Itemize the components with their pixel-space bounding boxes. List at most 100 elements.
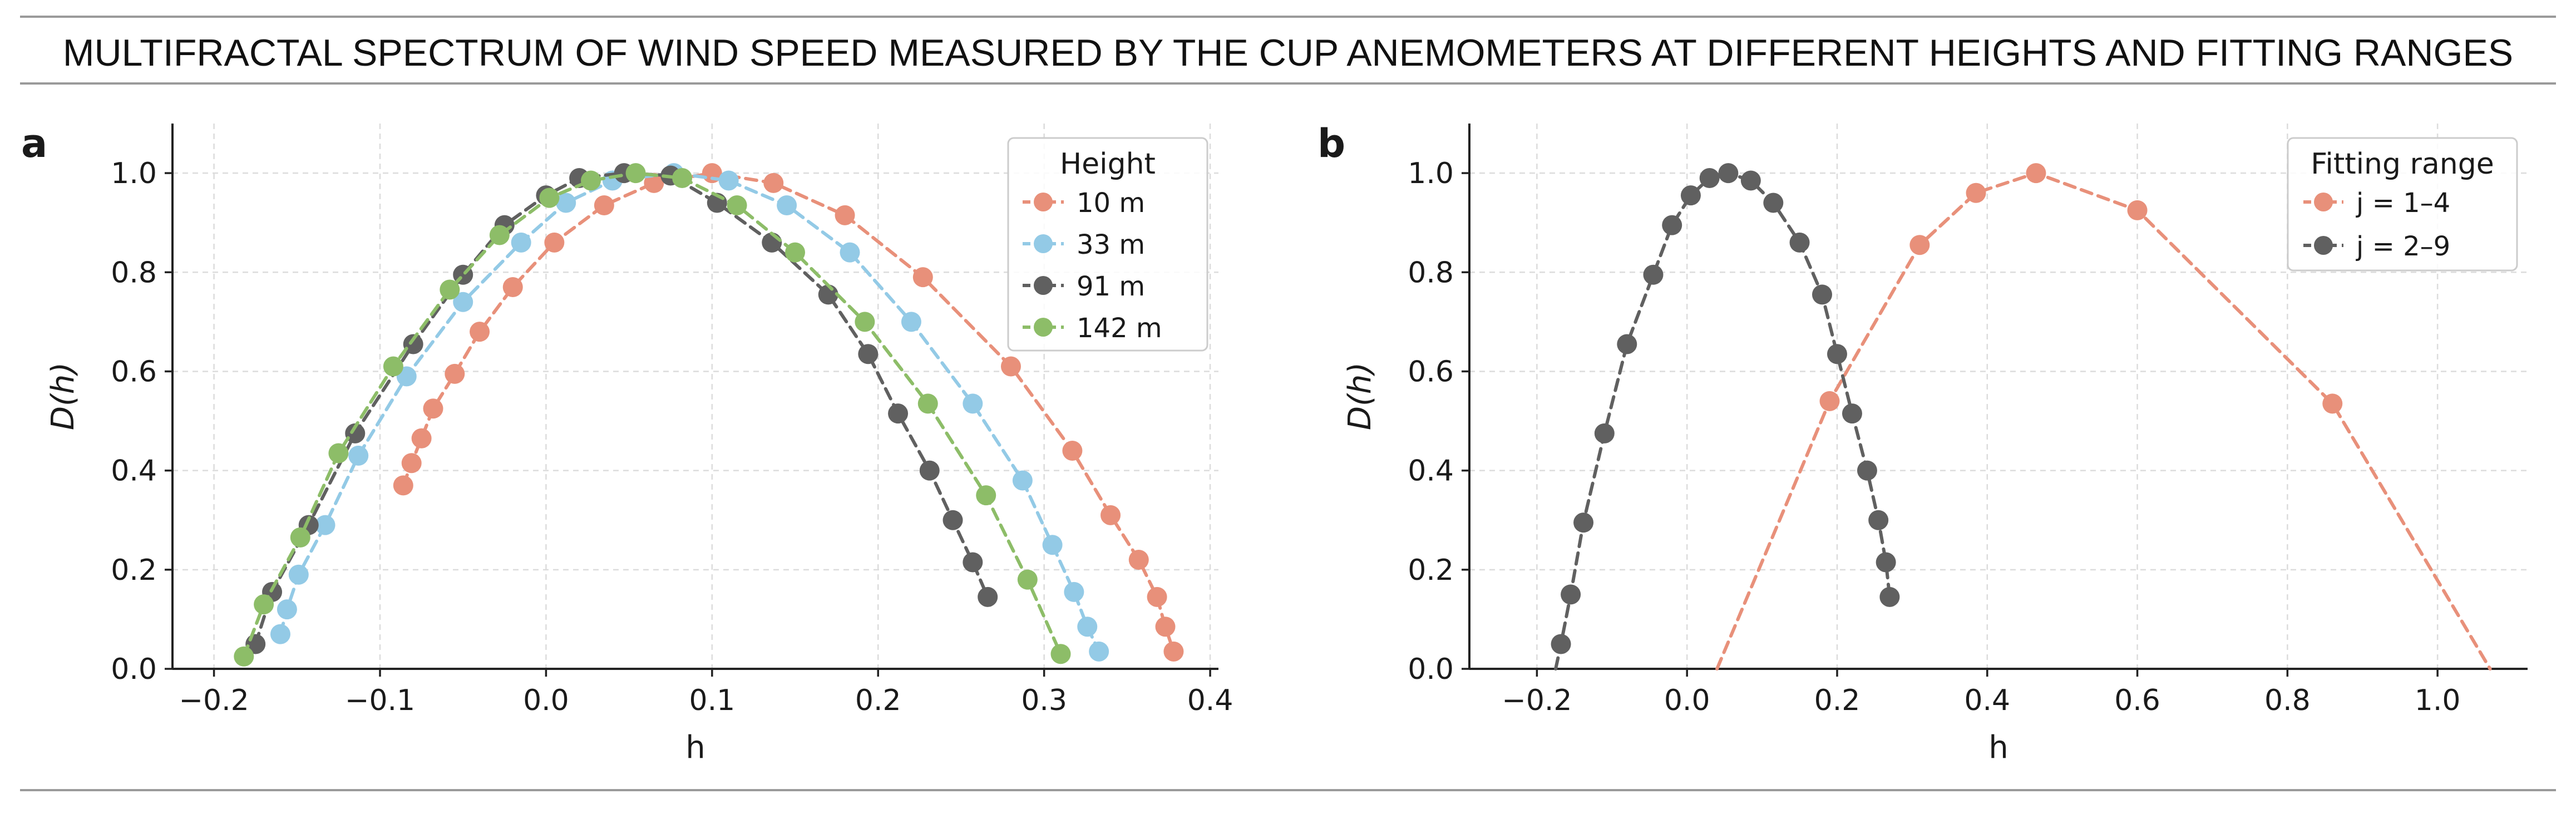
data-point — [835, 205, 855, 225]
legend-marker — [1034, 193, 1053, 211]
y-tick-label: 0.8 — [111, 256, 157, 289]
data-point — [539, 188, 560, 208]
x-tick-label: 0.8 — [2264, 684, 2311, 717]
legend: Fitting range j = 1–4 j = 2–9 — [2287, 137, 2518, 272]
data-point — [2026, 163, 2046, 184]
data-point — [1909, 235, 1930, 255]
x-tick-label: 0.4 — [1964, 684, 2010, 717]
legend-label: 91 m — [1077, 271, 1145, 302]
data-point — [1876, 552, 1896, 573]
data-point — [858, 344, 879, 364]
x-tick-label: 0.2 — [855, 684, 901, 717]
data-point — [978, 586, 998, 607]
data-point — [840, 242, 860, 263]
data-point — [453, 292, 473, 312]
data-point — [502, 277, 523, 297]
y-tick-label: 0.8 — [1408, 256, 1454, 289]
data-point — [290, 527, 310, 548]
data-point — [963, 393, 983, 414]
y-axis-label: D(h) — [1342, 362, 1378, 430]
data-point — [644, 172, 664, 193]
data-point — [625, 163, 646, 184]
data-point — [1064, 581, 1084, 602]
legend-label: 142 m — [1077, 313, 1162, 344]
data-point — [445, 363, 465, 384]
data-point — [2127, 200, 2148, 220]
series-line — [1554, 171, 1892, 671]
x-axis-label: h — [1988, 729, 2009, 766]
data-point — [511, 232, 531, 253]
data-point — [393, 475, 413, 496]
data-point — [901, 312, 921, 332]
data-point — [594, 195, 614, 215]
data-point — [718, 170, 739, 191]
data-point — [411, 428, 432, 448]
data-point — [1128, 550, 1149, 570]
data-point — [1763, 193, 1784, 213]
legend-entry: 91 m — [1023, 271, 1145, 302]
data-point — [763, 172, 784, 193]
legend-marker — [1034, 276, 1053, 295]
data-point — [1147, 586, 1167, 607]
data-point — [1042, 535, 1063, 555]
data-point — [544, 232, 565, 253]
series-10-m — [393, 163, 1184, 662]
data-point — [383, 356, 403, 377]
y-tick-label: 0.0 — [1408, 653, 1454, 686]
x-tick-label: 0.2 — [1814, 684, 1861, 717]
x-tick-label: 0.6 — [2114, 684, 2160, 717]
data-point — [1573, 512, 1594, 533]
data-point — [1155, 617, 1176, 637]
series-j-1-4 — [1715, 163, 2492, 671]
data-point — [1012, 470, 1033, 491]
data-point — [328, 443, 349, 464]
data-point — [976, 485, 996, 506]
panel-label: a — [21, 121, 47, 166]
y-tick-label: 1.0 — [1408, 157, 1454, 190]
x-tick-label: 0.4 — [1187, 684, 1233, 717]
data-point — [403, 334, 423, 354]
legend-entry: j = 2–9 — [2303, 231, 2450, 262]
data-point — [919, 460, 940, 481]
data-point — [1050, 644, 1071, 664]
data-point — [1643, 264, 1664, 285]
data-point — [1879, 586, 1900, 607]
data-point — [1718, 163, 1739, 184]
y-tick-label: 1.0 — [111, 157, 157, 190]
x-tick-label: −0.2 — [1502, 684, 1572, 717]
data-point — [234, 646, 254, 667]
data-point — [785, 242, 806, 263]
data-point — [1617, 334, 1637, 354]
data-point — [1868, 510, 1889, 530]
data-point — [1089, 641, 1109, 662]
data-point — [315, 515, 335, 535]
data-point — [1857, 460, 1877, 481]
legend-marker — [1034, 234, 1053, 253]
data-point — [348, 445, 369, 466]
data-point — [270, 624, 290, 644]
series-91-m — [245, 163, 998, 654]
data-point — [1594, 423, 1615, 443]
data-point — [727, 195, 747, 215]
data-point — [1062, 441, 1083, 461]
data-point — [1827, 344, 1847, 364]
data-point — [1812, 284, 1832, 305]
legend-marker — [2314, 193, 2333, 211]
y-tick-label: 0.6 — [111, 355, 157, 388]
data-point — [423, 398, 443, 419]
x-tick-label: −0.1 — [345, 684, 415, 717]
legend-frame — [2287, 137, 2518, 272]
x-tick-label: 0.0 — [523, 684, 569, 717]
legend-entry: 142 m — [1023, 313, 1162, 344]
legend-entry: j = 1–4 — [2303, 188, 2450, 219]
panel-b: b −0.2 0.0 0.2 0.4 0.6 0.8 1.0 0.0 0.2 0.4 0.6 0.8 1.… — [1317, 121, 2528, 766]
y-tick-label: 0.6 — [1408, 355, 1454, 388]
legend-marker — [1034, 318, 1053, 337]
data-point — [470, 322, 490, 342]
y-tick-label: 0.4 — [1408, 455, 1454, 488]
legend-label: 10 m — [1077, 188, 1145, 219]
data-point — [1077, 617, 1098, 637]
data-point — [1966, 183, 1986, 203]
data-point — [288, 564, 309, 585]
